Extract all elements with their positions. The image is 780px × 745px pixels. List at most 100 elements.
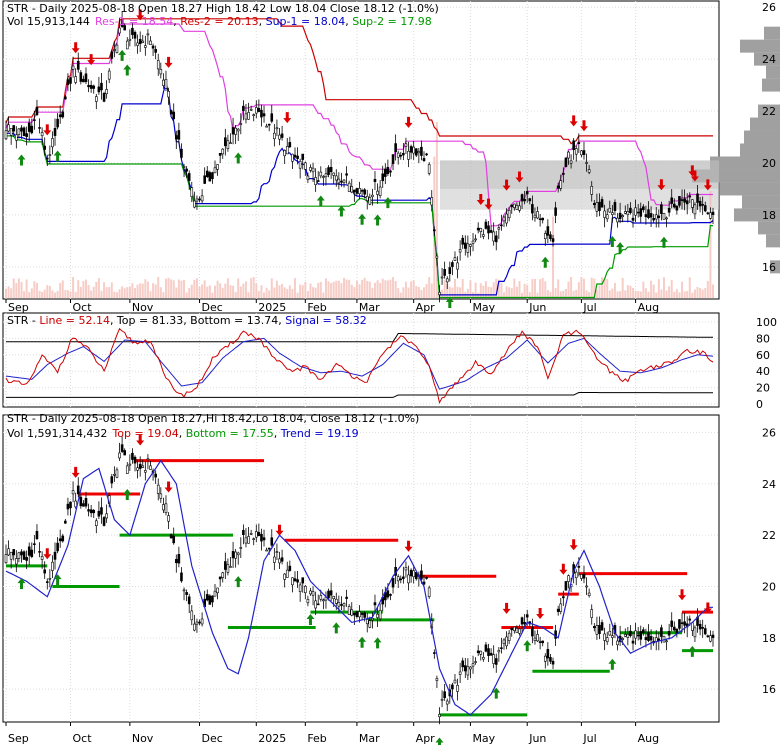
trend-x-tick-label: Dec [202, 732, 223, 745]
volume-bar [275, 280, 278, 298]
trend-candle-body [174, 559, 178, 564]
candle-body [546, 226, 550, 236]
candle-body [12, 125, 16, 132]
trend-candle-body [89, 509, 93, 514]
candle-body [340, 180, 343, 183]
candle-body [461, 237, 465, 245]
candle-body [616, 217, 619, 223]
volume-bar [536, 292, 539, 298]
volume-bar [51, 290, 54, 298]
price-panel: 16 18 20 22 24 26 Sep Oct Nov Dec 2025 Feb Mar Apr Ma… [2, 0, 780, 314]
stochastic-y-axis: 0 20 40 60 80 100 [756, 316, 777, 411]
candle-body [102, 92, 106, 102]
trend-down-arrow [678, 589, 687, 601]
volume-bar [621, 277, 624, 298]
volume-bar [629, 285, 632, 298]
volume-bar [399, 292, 402, 298]
volume-profile-bar [742, 195, 780, 209]
trend-candle-body [489, 652, 493, 656]
trend-candle-body [546, 649, 550, 659]
trend-up-arrow [123, 489, 132, 501]
trend-down-arrow [569, 539, 578, 551]
volume-bar [97, 278, 100, 298]
candle-body [304, 162, 307, 170]
down-arrow [283, 112, 292, 124]
volume-bar [64, 289, 67, 298]
candle-body [252, 114, 256, 116]
volume-bar [159, 287, 162, 298]
stoch-y-tick-label: 0 [756, 398, 763, 411]
volume-bar [693, 289, 696, 298]
trend-candle-body [187, 596, 191, 605]
trend-candle-body [136, 467, 139, 471]
trend-header-line1: STR - Daily 2025-08-18 Open 18.27,Hi 18.… [7, 412, 419, 425]
volume-bar [252, 277, 255, 298]
volume-bar [84, 279, 87, 298]
trend-y-tick-label: 18 [762, 632, 776, 645]
trend-candle-body [138, 463, 142, 469]
candle-body [329, 166, 333, 173]
trend-candle-body [647, 632, 650, 641]
candle-body [665, 217, 668, 220]
volume-bar [539, 279, 542, 298]
volume-bar [662, 277, 665, 298]
volume-bar [392, 277, 395, 298]
candle-body [440, 276, 444, 279]
trend-up-arrow [17, 578, 26, 590]
candle-body [118, 27, 121, 34]
candle-body [76, 60, 80, 70]
candle-body [520, 194, 524, 202]
trend-candle-body [670, 620, 674, 627]
candle-body [355, 188, 359, 194]
candle-body [564, 157, 568, 168]
candle-body [621, 215, 624, 217]
volume-bar [299, 284, 302, 298]
volume-bar [79, 286, 82, 298]
candle-body [291, 153, 294, 162]
candle-body [131, 27, 134, 35]
price-x-axis: Sep Oct Nov Dec 2025 Feb Mar Apr May Jun Jul Aug [5, 299, 659, 314]
trend-candle-body [319, 595, 323, 600]
candle-body [84, 73, 88, 82]
volume-bar [402, 287, 405, 298]
volume-bar [61, 280, 64, 298]
candle-body [402, 152, 405, 156]
trend-candle-body [30, 549, 34, 557]
candle-body [40, 132, 44, 137]
candle-body [670, 197, 674, 204]
volume-bar [683, 291, 686, 298]
volume-bar [665, 290, 668, 298]
down-arrow [579, 120, 588, 132]
trend-x-tick-label: May [472, 732, 495, 745]
candle-body [15, 134, 18, 141]
volume-bar [278, 285, 281, 298]
price-x-tick-label: Jul [582, 301, 596, 314]
trend-candle-body [469, 666, 472, 670]
candle-body [162, 79, 165, 86]
candle-body [110, 51, 114, 59]
up-arrow [659, 236, 668, 248]
trend-candle-body [162, 504, 165, 511]
volume-bar [20, 281, 23, 298]
trend-candle-body [327, 590, 330, 599]
up-arrow [234, 152, 243, 164]
trend-candle-body [128, 463, 132, 466]
volume-bar [90, 290, 93, 298]
trend-candle-body [541, 640, 545, 644]
volume-bar [699, 288, 702, 298]
candle-body [574, 148, 578, 155]
candle-body [384, 168, 387, 177]
candle-body [536, 211, 539, 219]
trend-candle-body [564, 581, 568, 591]
trend-candle-body [347, 606, 351, 616]
trend-candle-body [177, 554, 181, 564]
volume-bar [678, 292, 681, 298]
candle-body [507, 209, 511, 219]
trend-candle-body [518, 628, 521, 634]
trend-candle-body [559, 603, 563, 612]
candle-body [399, 154, 403, 157]
trend-candle-body [195, 621, 199, 625]
volume-bar [495, 278, 498, 298]
volume-bar [691, 292, 694, 298]
volume-bar [670, 279, 673, 298]
